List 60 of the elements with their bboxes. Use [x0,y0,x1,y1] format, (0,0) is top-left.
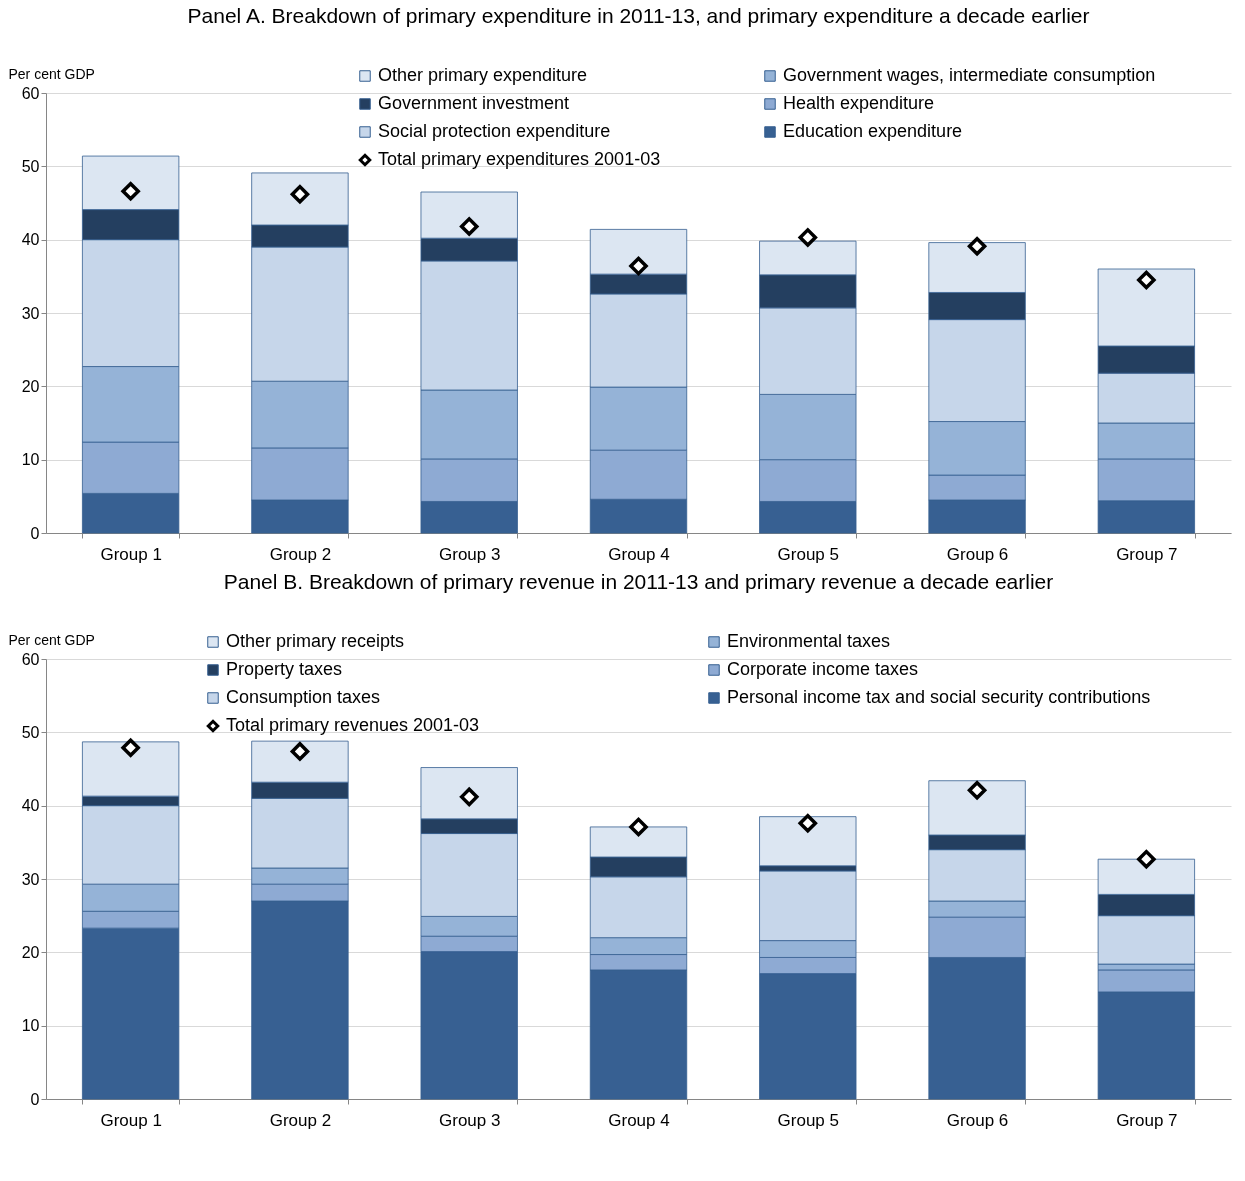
point [121,181,140,201]
y-tick-label: 10 [21,451,40,469]
legend-label: Other primary receipts [226,631,405,651]
x-tick-label: Group 4 [608,1110,670,1130]
legend-label: Total primary expenditures 2001-03 [378,149,661,169]
legend-label: Property taxes [226,659,343,679]
point [121,738,140,758]
legend-label: Other primary expenditure [378,65,588,85]
point [290,184,310,204]
x-tick-label: Group 5 [777,544,839,564]
chart-title: Panel A. Breakdown of primary expenditure in 2011-13, and primary expenditure a decade earlier [187,4,1090,27]
y-tick-label: 0 [30,1090,40,1108]
x-tick-label: Group 1 [100,1110,162,1130]
point [629,256,648,276]
x-tick-label: Group 1 [100,544,162,564]
x-tick-label: Group 7 [1116,1110,1178,1130]
point [290,742,310,761]
y-tick-label: 50 [21,157,40,175]
legend-label: Corporate income taxes [727,659,919,679]
y-tick-label: 40 [21,231,40,249]
y-tick-label: 20 [21,377,40,395]
y-tick-label: 60 [21,650,40,668]
legend-label: Government investment [378,93,570,113]
legend-label: Education expenditure [783,121,963,141]
x-tick-label: Group 6 [946,1110,1009,1130]
point [1137,270,1156,290]
point [967,780,987,800]
y-tick-label: 40 [21,797,40,815]
y-tick-label: 30 [21,870,40,888]
point [1137,849,1156,869]
x-tick-label: Group 4 [608,544,670,564]
x-tick-label: Group 3 [439,544,501,564]
legend-label: Personal income tax and social security contributions [727,687,1151,707]
legend-label: Social protection expenditure [378,121,611,141]
x-tick-label: Group 2 [269,544,332,564]
point [459,787,479,807]
y-tick-label: 60 [21,84,40,102]
chart-title: Panel B. Breakdown of primary revenue in 2011-13 and primary revenue a decade earlier [223,570,1054,593]
legend-label: Consumption taxes [226,687,381,707]
legend-label: Government wages, intermediate consumption [783,65,1156,85]
y-tick-label: 50 [21,723,40,741]
x-tick-label: Group 7 [1116,544,1178,564]
y-tick-label: 20 [21,943,40,961]
point [459,217,479,236]
point [798,813,818,833]
y-axis-title: Per cent GDP [8,65,95,82]
point [798,228,818,247]
y-tick-label: 0 [30,524,40,542]
x-tick-label: Group 6 [946,544,1009,564]
y-tick-label: 10 [21,1017,40,1035]
point [967,236,987,256]
legend-label: Environmental taxes [727,631,891,651]
y-tick-label: 30 [21,304,40,322]
y-axis-title: Per cent GDP [8,631,95,648]
x-tick-label: Group 5 [777,1110,839,1130]
x-tick-label: Group 3 [439,1110,501,1130]
x-tick-label: Group 2 [269,1110,332,1130]
legend-label: Health expenditure [783,93,935,113]
legend-label: Total primary revenues 2001-03 [226,715,480,735]
point [629,817,648,837]
